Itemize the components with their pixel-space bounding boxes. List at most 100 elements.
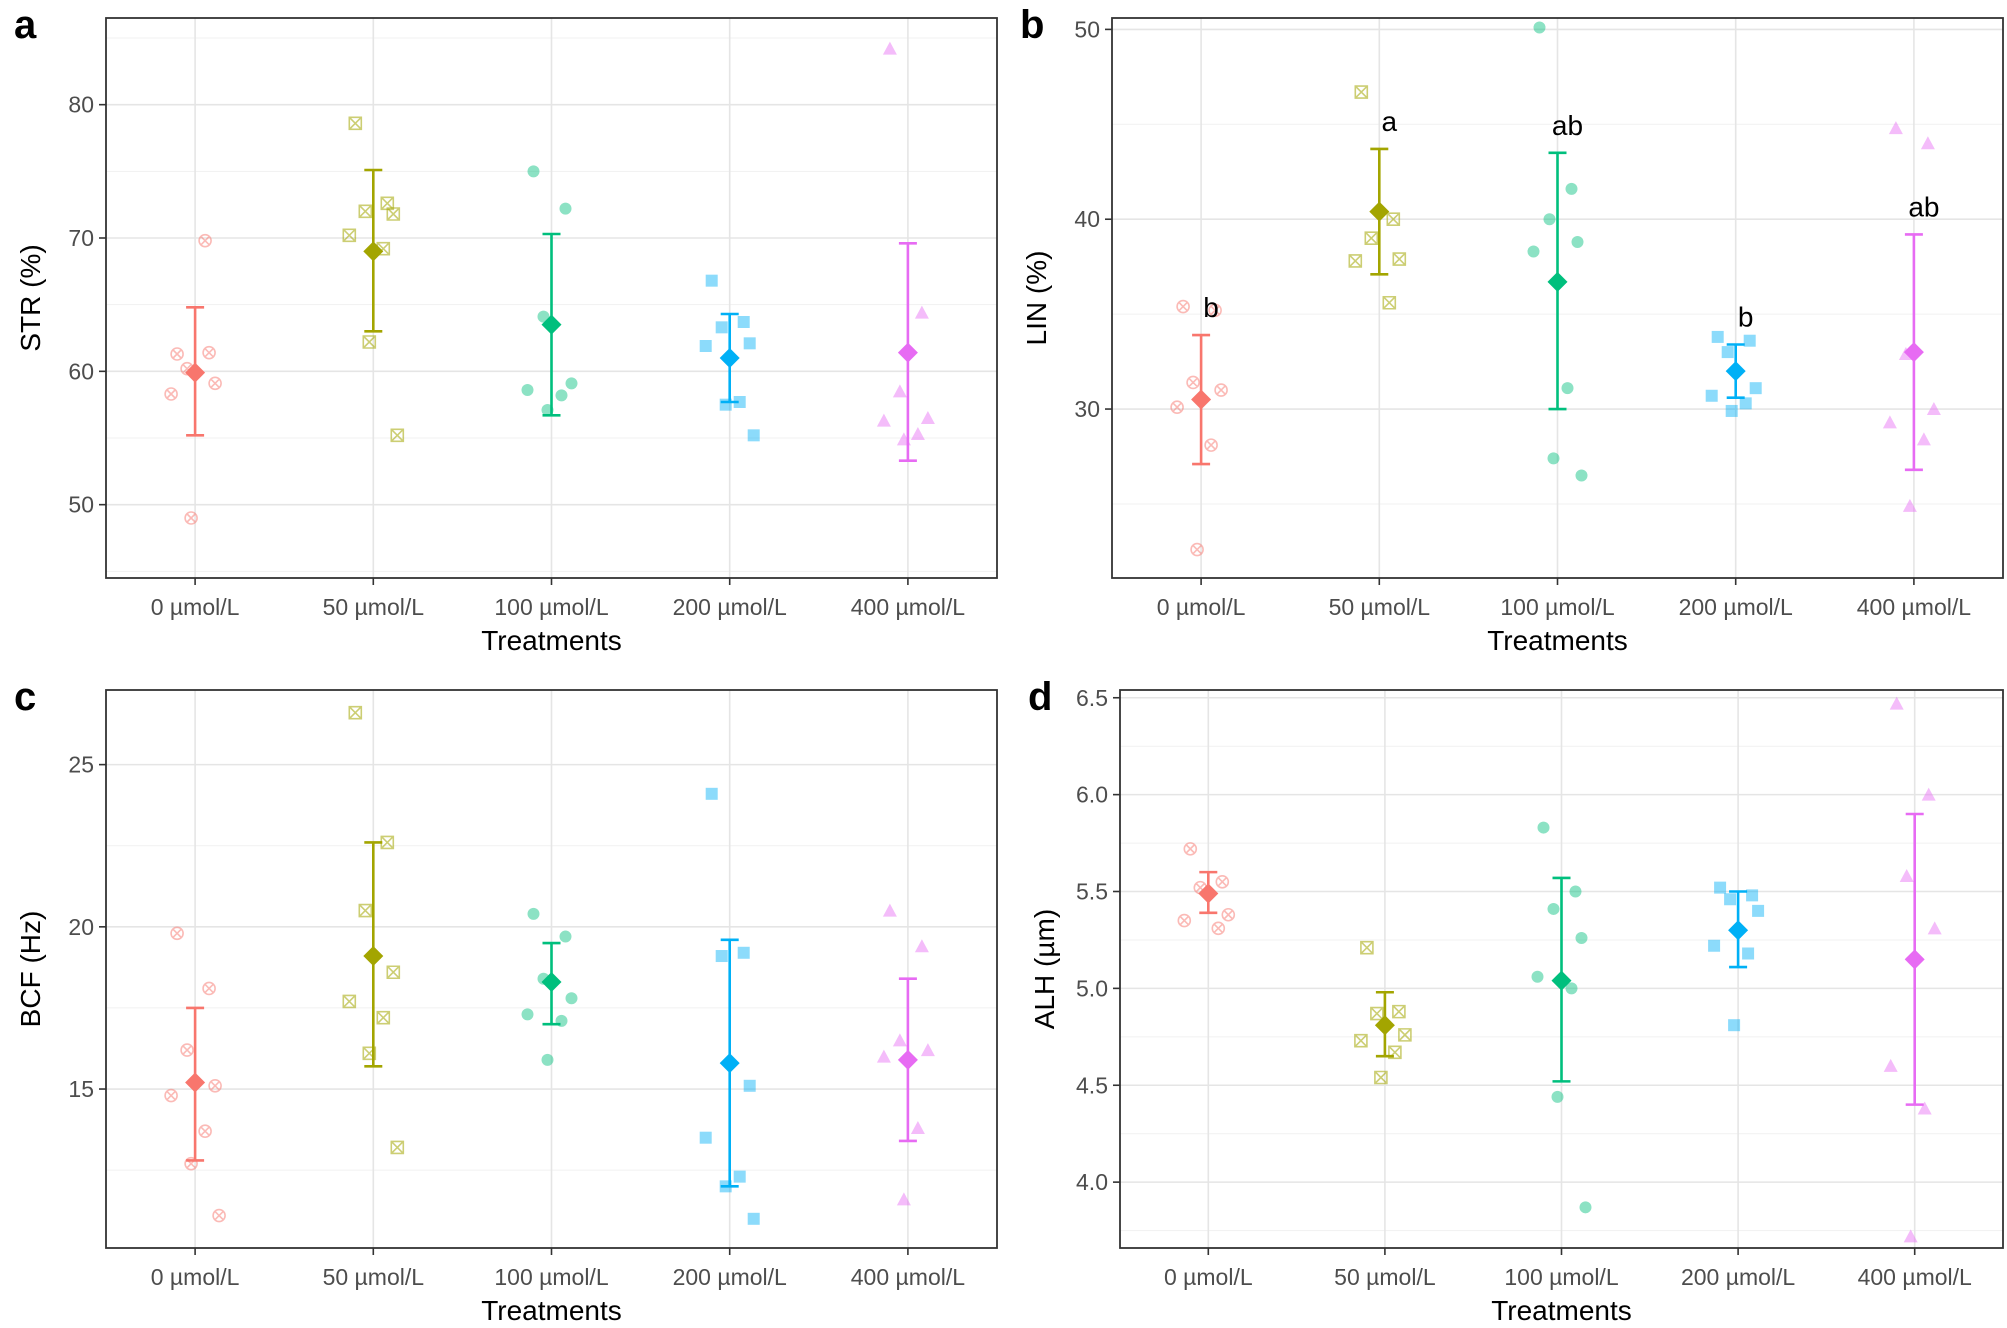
data-point	[699, 340, 712, 352]
data-point	[1920, 136, 1935, 150]
mean-point	[1904, 949, 1925, 970]
significance-letter: ab	[1552, 110, 1583, 141]
data-point	[390, 428, 405, 443]
data-point	[914, 939, 929, 953]
data-point	[559, 202, 572, 215]
mean-point	[363, 241, 384, 262]
data-point	[348, 705, 363, 720]
data-point	[1547, 902, 1560, 915]
data-point	[1724, 893, 1737, 906]
data-point	[1386, 212, 1401, 227]
data-point	[1888, 121, 1903, 135]
data-point	[386, 207, 401, 221]
data-point	[170, 926, 184, 941]
mean-point	[1369, 201, 1390, 222]
data-point	[1211, 921, 1226, 936]
mean-point	[719, 348, 740, 368]
y-axis-title: ALH (µm)	[1029, 909, 1060, 1029]
data-point	[1739, 397, 1752, 410]
x-axis-title: Treatments	[1491, 1295, 1632, 1326]
mean-point	[1728, 920, 1749, 941]
panel-c: 15 20 25 0 µmol/L 50 µmol/L 100 µmol/L 200 µmo…	[14, 675, 998, 1326]
data-point	[1889, 696, 1904, 710]
data-point	[362, 335, 377, 349]
data-point	[1364, 231, 1379, 246]
x-tick-label: 400 µmol/L	[851, 594, 965, 620]
data-point	[1569, 885, 1582, 898]
data-point	[527, 165, 540, 178]
x-tick-label: 200 µmol/L	[1681, 1264, 1795, 1290]
data-point	[892, 1033, 907, 1047]
data-point	[699, 1131, 712, 1144]
data-point	[1561, 382, 1574, 395]
x-tick-label: 400 µmol/L	[1858, 1264, 1972, 1290]
data-point	[1903, 1229, 1918, 1243]
data-point	[743, 1079, 756, 1092]
data-point	[208, 376, 222, 391]
data-point	[1551, 1090, 1564, 1103]
data-point	[1186, 375, 1200, 390]
y-tick-label: 25	[68, 752, 94, 778]
data-point	[1921, 787, 1936, 801]
data-point	[342, 994, 357, 1009]
data-point	[733, 396, 746, 408]
x-tick-label: 100 µmol/L	[1500, 594, 1614, 620]
data-point	[876, 413, 891, 427]
x-axis-title: Treatments	[481, 1295, 622, 1326]
panel-b: b a ab b ab 30 40 50 0 µmol/L 50 µmol/L 100 µmol/L…	[1020, 3, 2004, 656]
data-point	[747, 1212, 760, 1225]
data-point	[733, 1170, 746, 1183]
y-tick-label: 30	[1074, 396, 1100, 422]
mean-point	[1725, 361, 1746, 382]
data-point	[747, 429, 760, 442]
significance-letter: b	[1738, 302, 1754, 333]
y-tick-label: 4.0	[1076, 1169, 1108, 1195]
data-point	[198, 233, 212, 248]
y-tick-label: 15	[68, 1076, 94, 1102]
data-point	[164, 1088, 178, 1103]
mean-point	[1547, 271, 1568, 292]
data-point	[208, 1078, 222, 1093]
data-point	[198, 1124, 212, 1139]
y-tick-label: 60	[68, 358, 94, 384]
data-point	[541, 1053, 554, 1066]
mean-point	[1191, 389, 1212, 410]
data-point	[1742, 947, 1755, 960]
data-point	[920, 1043, 935, 1057]
significance-letter: ab	[1908, 191, 1939, 222]
x-tick-label: 400 µmol/L	[851, 1264, 965, 1290]
x-tick-label: 0 µmol/L	[151, 1264, 240, 1290]
data-point	[1579, 1201, 1592, 1214]
y-tick-label: 4.5	[1076, 1072, 1108, 1098]
x-tick-label: 200 µmol/L	[1679, 594, 1793, 620]
data-point	[1392, 1004, 1406, 1019]
y-tick-label: 5.5	[1076, 879, 1108, 905]
data-point	[1533, 21, 1546, 34]
data-point	[1398, 1028, 1412, 1042]
data-point	[212, 1208, 226, 1223]
data-point	[1714, 881, 1727, 894]
data-point	[180, 1043, 194, 1057]
panel-letter: d	[1028, 675, 1052, 719]
panel-letter: a	[14, 3, 37, 47]
x-tick-label: 50 µmol/L	[323, 594, 425, 620]
data-point	[1190, 542, 1204, 557]
mean-point	[363, 946, 384, 967]
y-tick-label: 80	[68, 92, 94, 118]
data-point	[386, 965, 401, 980]
data-point	[555, 389, 568, 402]
mean-point	[1374, 1015, 1395, 1036]
y-tick-label: 6.0	[1076, 782, 1108, 808]
mean-point	[719, 1053, 740, 1074]
x-axis-title: Treatments	[481, 625, 622, 656]
data-point	[1708, 939, 1721, 952]
data-point	[1204, 438, 1218, 452]
data-point	[527, 907, 540, 920]
data-point	[882, 903, 897, 917]
data-point	[1565, 982, 1578, 995]
data-point	[910, 1120, 925, 1134]
data-point	[1537, 821, 1550, 834]
data-point	[1705, 389, 1718, 402]
y-tick-label: 50	[68, 492, 94, 518]
y-tick-label: 5.0	[1076, 975, 1108, 1001]
